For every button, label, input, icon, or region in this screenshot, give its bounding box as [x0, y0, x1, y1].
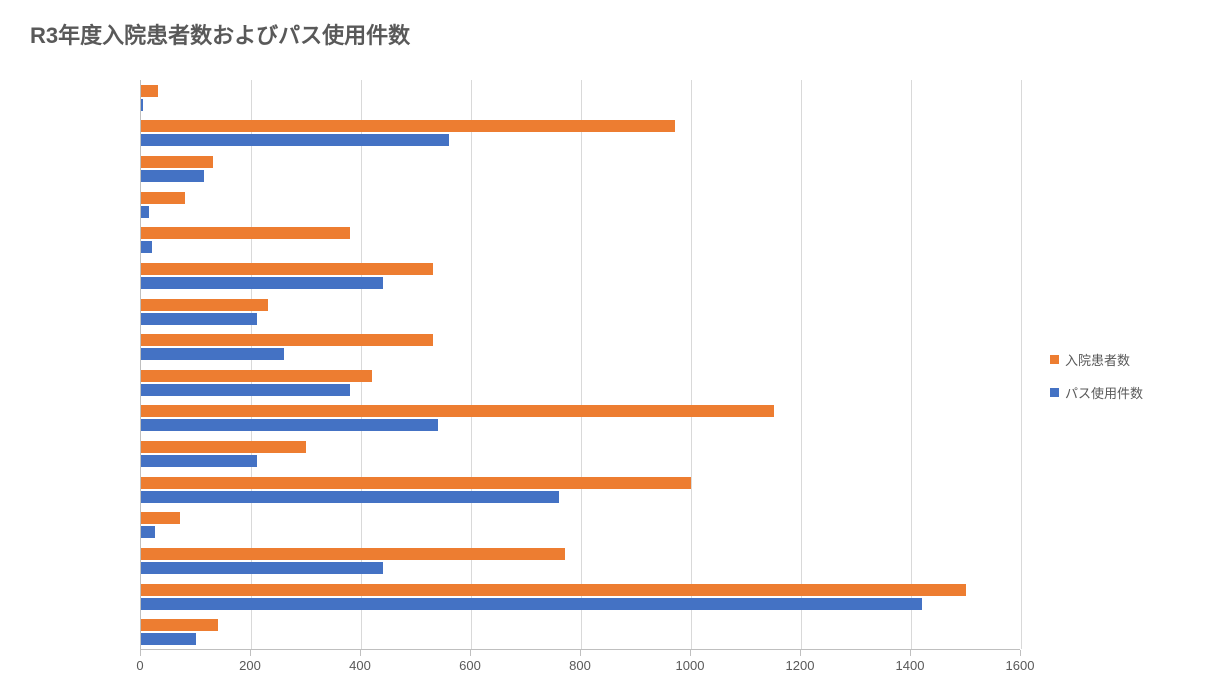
x-tick	[470, 650, 471, 656]
x-axis-label: 0	[136, 658, 143, 673]
x-tick	[580, 650, 581, 656]
bar	[141, 277, 383, 289]
bar	[141, 419, 438, 431]
bar	[141, 477, 691, 489]
bar	[141, 548, 565, 560]
x-tick	[140, 650, 141, 656]
bar	[141, 241, 152, 253]
bar	[141, 384, 350, 396]
legend-swatch	[1050, 388, 1059, 397]
bar	[141, 512, 180, 524]
bar	[141, 170, 204, 182]
x-axis-label: 200	[239, 658, 261, 673]
legend: 入院患者数パス使用件数	[1050, 350, 1143, 416]
x-tick	[360, 650, 361, 656]
bar	[141, 348, 284, 360]
legend-swatch	[1050, 355, 1059, 364]
gridline	[1021, 80, 1022, 649]
gridline	[471, 80, 472, 649]
bar	[141, 405, 774, 417]
bar	[141, 584, 966, 596]
x-tick	[690, 650, 691, 656]
bar	[141, 633, 196, 645]
bar	[141, 619, 218, 631]
x-tick	[1020, 650, 1021, 656]
gridline	[911, 80, 912, 649]
bar	[141, 299, 268, 311]
legend-item: パス使用件数	[1050, 383, 1143, 402]
x-axis-label: 1400	[896, 658, 925, 673]
bar	[141, 206, 149, 218]
bar	[141, 120, 675, 132]
x-tick	[250, 650, 251, 656]
bar	[141, 491, 559, 503]
bar	[141, 441, 306, 453]
bar	[141, 562, 383, 574]
plot-region	[140, 80, 1020, 650]
gridline	[801, 80, 802, 649]
bar	[141, 526, 155, 538]
gridline	[581, 80, 582, 649]
x-axis-label: 1000	[676, 658, 705, 673]
bar	[141, 85, 158, 97]
legend-item: 入院患者数	[1050, 350, 1143, 369]
x-axis-label: 1600	[1006, 658, 1035, 673]
bar	[141, 227, 350, 239]
x-axis-label: 800	[569, 658, 591, 673]
legend-label: パス使用件数	[1065, 383, 1143, 402]
bar	[141, 134, 449, 146]
legend-label: 入院患者数	[1065, 350, 1130, 369]
bar	[141, 455, 257, 467]
bar	[141, 192, 185, 204]
bar	[141, 99, 143, 111]
x-axis-label: 600	[459, 658, 481, 673]
bar	[141, 334, 433, 346]
chart-title: R3年度入院患者数およびパス使用件数	[30, 18, 410, 50]
x-tick	[800, 650, 801, 656]
bar	[141, 598, 922, 610]
x-tick	[910, 650, 911, 656]
bar	[141, 156, 213, 168]
bar	[141, 263, 433, 275]
bar	[141, 313, 257, 325]
bar	[141, 370, 372, 382]
x-axis-label: 400	[349, 658, 371, 673]
gridline	[691, 80, 692, 649]
x-axis-label: 1200	[786, 658, 815, 673]
